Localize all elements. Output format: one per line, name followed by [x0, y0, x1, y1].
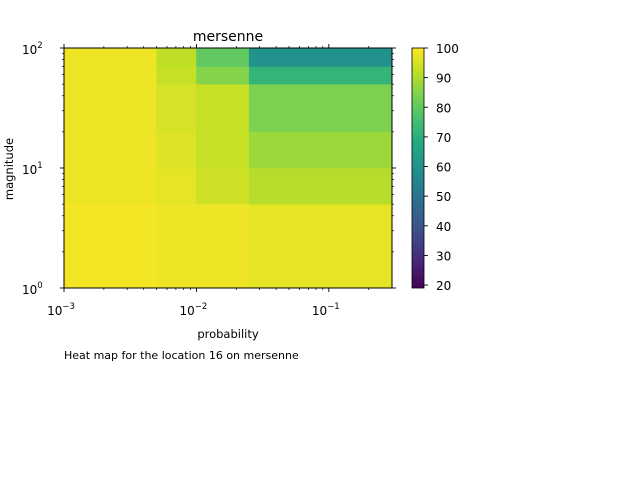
x-axis-label: probability — [197, 327, 259, 341]
heatmap-cell — [248, 47, 393, 67]
heatmap-cell — [156, 66, 197, 85]
heatmap-cell — [248, 131, 393, 169]
heatmap-cell — [63, 66, 157, 85]
heatmap-cell — [63, 83, 157, 133]
colorbar-tick-label: 90 — [436, 72, 451, 86]
colorbar-frame — [411, 47, 425, 289]
y-tick-label: 100 — [22, 281, 43, 297]
heatmap-cell — [156, 47, 197, 67]
minor-ticks — [62, 46, 394, 290]
heatmap-cell — [248, 66, 393, 85]
heatmap-cell — [248, 203, 393, 289]
heatmap-cell — [196, 66, 250, 85]
colorbar-tick-label: 70 — [436, 131, 451, 145]
heatmap-cell — [63, 203, 157, 289]
heatmap-cell — [156, 83, 197, 133]
heatmap-cell — [196, 167, 250, 205]
x-tick-label: 10−3 — [47, 302, 75, 318]
heatmap-cell — [63, 131, 157, 169]
colorbar-tick-label: 20 — [436, 279, 451, 293]
heatmap-cell — [196, 47, 250, 67]
heatmap-cell — [156, 167, 197, 205]
heatmap-cell — [248, 167, 393, 205]
heatmap-cell — [248, 83, 393, 133]
heatmap-cell — [156, 131, 197, 169]
colorbar-tick-label: 100 — [436, 42, 459, 56]
x-tick-label: 10−2 — [180, 302, 208, 318]
colorbar-tick-label: 40 — [436, 220, 451, 234]
colorbar-gradient — [412, 48, 424, 288]
x-tick-label: 10−1 — [312, 302, 340, 318]
colorbar-tick-label: 30 — [436, 249, 451, 263]
chart-caption: Heat map for the location 16 on mersenne — [64, 349, 299, 362]
y-axis-label: magnitude — [2, 138, 16, 200]
colorbar: 20 30 40 50 60 70 80 90 100 — [411, 42, 459, 293]
heatmap-cell — [196, 203, 250, 289]
colorbar-tick-label: 60 — [436, 161, 451, 175]
major-ticks: 10−3 10−2 10−1 100 101 102 — [22, 41, 396, 318]
colorbar-tick-label: 80 — [436, 101, 451, 115]
y-tick-label: 102 — [22, 41, 43, 57]
y-tick-label: 101 — [22, 161, 43, 177]
heatmap-cell — [196, 83, 250, 133]
heatmap-cell — [196, 131, 250, 169]
chart-title: mersenne — [193, 29, 263, 45]
heatmap-cell — [63, 167, 157, 205]
colorbar-tick-label: 50 — [436, 190, 451, 204]
heatmap-cell — [156, 203, 197, 289]
heatmap-cell — [63, 47, 157, 67]
heatmap-cells — [63, 47, 393, 289]
